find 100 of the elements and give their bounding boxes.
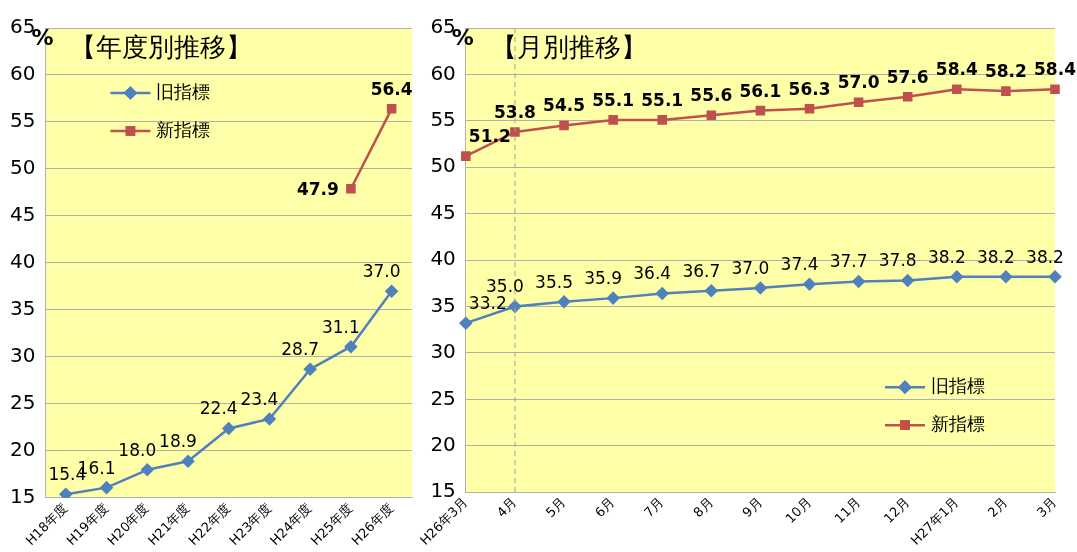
x-tick-label: 7月 [641, 494, 667, 521]
y-tick-label: 20 [10, 437, 36, 462]
data-label: 47.9 [296, 179, 339, 200]
point [557, 295, 571, 309]
point [181, 455, 195, 468]
x-tick-label: 2月 [984, 494, 1011, 521]
data-label: 55.6 [690, 85, 733, 106]
point [222, 422, 235, 435]
point [303, 362, 317, 376]
data-label: 37.0 [362, 261, 401, 282]
data-label: 58.4 [1034, 59, 1077, 80]
data-label: 23.4 [240, 388, 279, 409]
y-tick-label: 45 [10, 202, 36, 227]
y-tick-label: 60 [430, 60, 456, 85]
point [853, 97, 864, 108]
data-label: 28.7 [281, 339, 320, 360]
data-label: 31.1 [321, 316, 360, 337]
x-tick-label: 12月 [880, 494, 913, 527]
data-label: 56.3 [788, 78, 831, 99]
data-label: 22.4 [199, 398, 238, 419]
x-tick-label: 9月 [739, 494, 765, 521]
data-label: 56.1 [739, 80, 782, 101]
x-tick-label: 6月 [591, 494, 618, 521]
point [141, 463, 154, 477]
data-label: 18.0 [118, 439, 157, 460]
x-tick-label: 11月 [831, 494, 864, 527]
point [902, 91, 913, 102]
point [59, 487, 73, 498]
y-tick-label: 25 [10, 390, 36, 415]
y-tick-label: 50 [10, 155, 36, 180]
point [100, 481, 113, 494]
y-tick-label: 45 [430, 199, 456, 224]
point [803, 277, 816, 291]
point [705, 284, 718, 297]
point [706, 110, 717, 121]
point [461, 151, 471, 161]
legend-label: 新指標 [156, 118, 211, 140]
y-tick-label: 15 [10, 484, 36, 509]
data-label: 56.4 [370, 78, 413, 99]
point [559, 120, 569, 131]
data-label: 35.9 [584, 268, 623, 289]
point [344, 340, 358, 353]
point [999, 270, 1013, 284]
data-label: 38.2 [1026, 246, 1064, 267]
data-label: 37.7 [829, 251, 868, 272]
point [952, 84, 962, 95]
x-tick-label: 5月 [542, 494, 569, 521]
point [950, 270, 964, 284]
point [385, 284, 398, 298]
point [606, 291, 620, 305]
chart-title: 【年度別推移】 [70, 31, 253, 62]
data-label: 38.2 [976, 246, 1015, 267]
y-tick-label: 20 [430, 431, 456, 456]
point [263, 412, 276, 426]
legend-label: 新指標 [931, 412, 985, 434]
y-tick-label: 25 [430, 385, 456, 410]
y-tick-label: 50 [430, 153, 456, 178]
x-tick-label: 8月 [690, 494, 716, 521]
point [852, 275, 865, 288]
data-label: 54.5 [543, 95, 586, 116]
point [655, 287, 669, 300]
chart-title: 【月別推移】 [490, 31, 647, 62]
point [1001, 86, 1011, 96]
point [657, 115, 668, 125]
data-label: 55.1 [592, 89, 635, 110]
y-tick-label: 30 [430, 339, 456, 364]
y-tick-label: 55 [430, 107, 456, 132]
y-tick-label: 35 [10, 296, 36, 321]
y-tick-label: 40 [430, 246, 456, 271]
data-label: 36.7 [682, 260, 721, 281]
x-tick-label: 4月 [493, 494, 520, 521]
x-tick-label: 3月 [1033, 494, 1060, 521]
data-label: 37.4 [780, 254, 819, 275]
data-label: 58.2 [984, 61, 1027, 82]
data-label: 37.8 [878, 250, 917, 271]
point [901, 274, 914, 287]
data-label: 38.2 [927, 246, 966, 267]
data-label: 58.4 [935, 59, 978, 80]
x-tick-label: 10月 [782, 494, 815, 527]
data-label: 53.8 [493, 101, 536, 122]
data-label: 35.5 [535, 271, 573, 292]
point [386, 104, 397, 114]
y-tick-label: 55 [10, 108, 36, 133]
y-tick-label: 60 [10, 61, 36, 86]
point [754, 281, 767, 295]
point [755, 105, 766, 116]
legend-label: 旧指標 [931, 374, 985, 396]
data-label: 51.2 [468, 126, 511, 147]
data-label: 18.9 [159, 431, 197, 452]
point [1048, 270, 1062, 284]
data-label: 36.4 [633, 263, 672, 284]
point [459, 316, 473, 330]
y-tick-label: 40 [10, 249, 36, 274]
data-label: 55.1 [641, 89, 684, 110]
y-tick-label: 30 [10, 343, 36, 368]
data-label: 37.0 [731, 257, 770, 278]
point [1050, 84, 1060, 95]
legend-label: 旧指標 [156, 80, 211, 102]
y-tick-label: 35 [430, 292, 456, 317]
point [804, 103, 815, 114]
